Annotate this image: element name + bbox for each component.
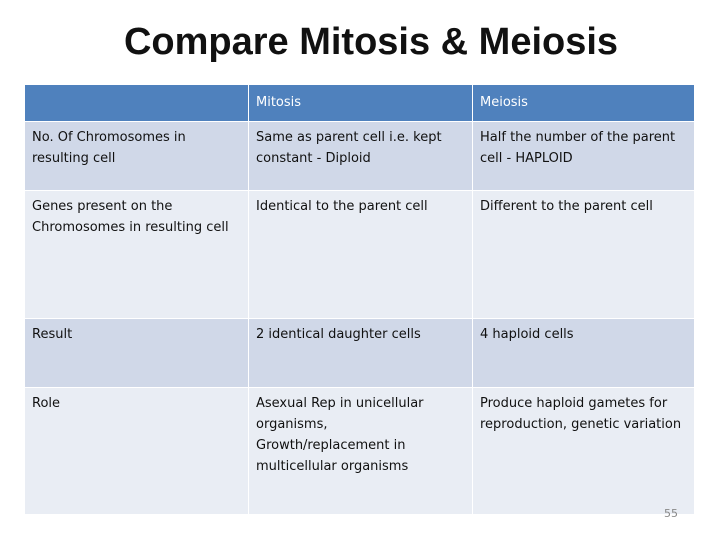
mitosis-cell: Same as parent cell i.e. kept constant -… (248, 121, 473, 191)
table-row: Result 2 identical daughter cells 4 hapl… (24, 318, 695, 388)
table-header-row: Mitosis Meiosis (24, 84, 695, 122)
header-cell-empty (24, 84, 249, 122)
mitosis-cell: 2 identical daughter cells (248, 318, 473, 388)
row-label-cell: Genes present on the Chromosomes in resu… (24, 190, 249, 319)
meiosis-cell: 4 haploid cells (472, 318, 695, 388)
comparison-table: Mitosis Meiosis No. Of Chromosomes in re… (24, 84, 695, 515)
meiosis-cell: Produce haploid gametes for reproduction… (472, 387, 695, 515)
mitosis-cell: Asexual Rep in unicellular organisms, Gr… (248, 387, 473, 515)
table-row: No. Of Chromosomes in resulting cell Sam… (24, 121, 695, 191)
table-row: Role Asexual Rep in unicellular organism… (24, 387, 695, 515)
mitosis-cell: Identical to the parent cell (248, 190, 473, 319)
row-label-cell: Role (24, 387, 249, 515)
header-cell-meiosis: Meiosis (472, 84, 695, 122)
row-label-cell: Result (24, 318, 249, 388)
slide-title: Compare Mitosis & Meiosis (123, 21, 619, 63)
meiosis-cell: Half the number of the parent cell - HAP… (472, 121, 695, 191)
table-row: Genes present on the Chromosomes in resu… (24, 190, 695, 319)
meiosis-cell: Different to the parent cell (472, 190, 695, 319)
header-cell-mitosis: Mitosis (248, 84, 473, 122)
slide-number: 55 (664, 507, 678, 520)
row-label-cell: No. Of Chromosomes in resulting cell (24, 121, 249, 191)
